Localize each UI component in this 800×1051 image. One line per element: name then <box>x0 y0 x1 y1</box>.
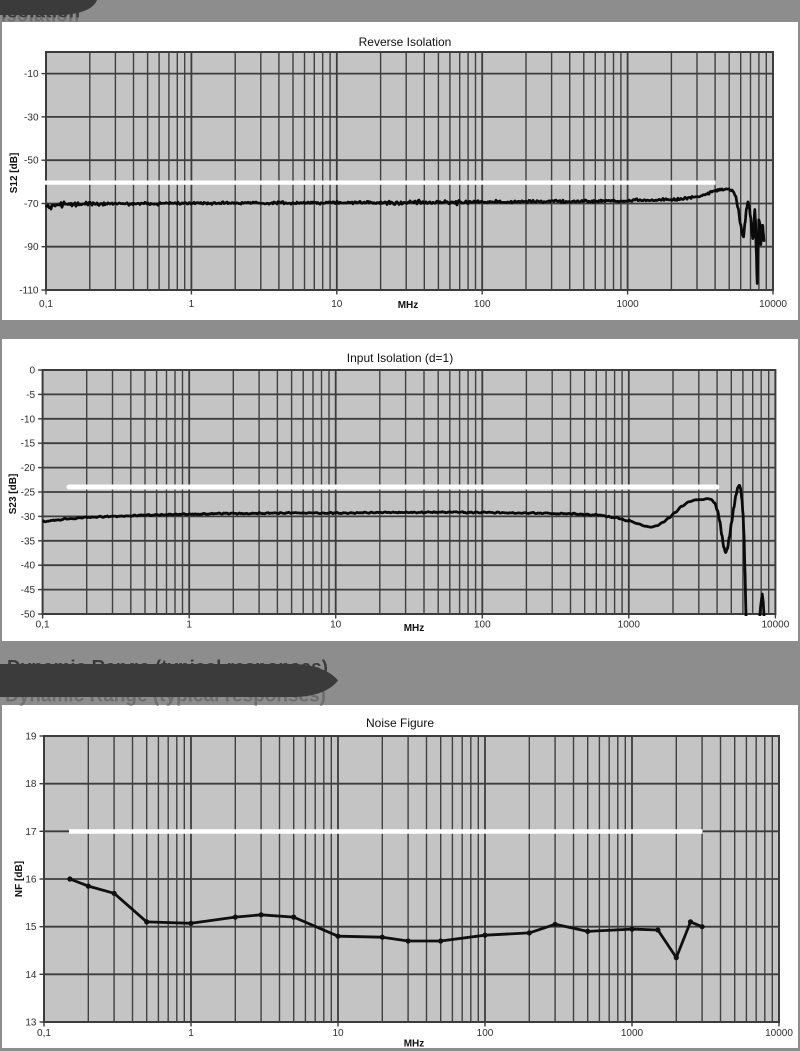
svg-text:-15: -15 <box>21 439 36 450</box>
svg-text:0,1: 0,1 <box>39 299 53 310</box>
svg-text:18: 18 <box>25 779 37 790</box>
svg-text:-25: -25 <box>21 488 36 499</box>
svg-text:-5: -5 <box>26 390 35 401</box>
svg-text:14: 14 <box>25 970 37 981</box>
svg-text:-30: -30 <box>21 512 36 523</box>
svg-text:MHz: MHz <box>404 623 425 634</box>
svg-text:-50: -50 <box>24 156 39 167</box>
svg-text:10: 10 <box>330 620 342 631</box>
svg-text:17: 17 <box>25 827 37 838</box>
svg-text:15: 15 <box>25 922 37 933</box>
svg-text:-50: -50 <box>21 610 36 621</box>
svg-text:0: 0 <box>30 366 36 377</box>
svg-text:Isolation: Isolation <box>2 2 81 22</box>
svg-text:10: 10 <box>332 1028 344 1039</box>
svg-text:10000: 10000 <box>761 620 789 631</box>
svg-text:S23 [dB]: S23 [dB] <box>8 474 19 515</box>
svg-text:1: 1 <box>188 1028 194 1039</box>
svg-text:10000: 10000 <box>759 299 787 310</box>
svg-text:19: 19 <box>25 732 37 743</box>
svg-text:Dynamic Range (typical respons: Dynamic Range (typical responses) <box>7 658 328 679</box>
svg-text:100: 100 <box>474 620 491 631</box>
svg-text:MHz: MHz <box>398 300 419 311</box>
svg-text:0,1: 0,1 <box>36 620 50 631</box>
svg-text:10: 10 <box>331 299 343 310</box>
svg-text:S12 [dB]: S12 [dB] <box>9 153 20 194</box>
svg-text:1000: 1000 <box>621 1028 644 1039</box>
svg-text:-10: -10 <box>21 414 36 425</box>
svg-text:100: 100 <box>474 299 491 310</box>
svg-text:MHz: MHz <box>404 1038 425 1049</box>
svg-text:10000: 10000 <box>765 1028 793 1039</box>
svg-text:1000: 1000 <box>618 620 641 631</box>
svg-text:-30: -30 <box>24 112 39 123</box>
svg-text:-110: -110 <box>19 286 39 297</box>
svg-text:Input Isolation (d=1): Input Isolation (d=1) <box>347 351 453 365</box>
svg-text:100: 100 <box>477 1028 494 1039</box>
svg-text:-45: -45 <box>21 585 36 596</box>
svg-text:16: 16 <box>25 875 37 886</box>
svg-text:Reverse Isolation: Reverse Isolation <box>359 35 452 49</box>
svg-text:Noise Figure: Noise Figure <box>366 716 434 730</box>
svg-text:-20: -20 <box>21 463 36 474</box>
svg-text:-70: -70 <box>24 199 39 210</box>
svg-text:13: 13 <box>25 1018 37 1029</box>
svg-text:-40: -40 <box>21 561 36 572</box>
svg-text:NF [dB]: NF [dB] <box>14 861 25 897</box>
svg-text:1: 1 <box>189 299 195 310</box>
svg-text:1: 1 <box>186 620 192 631</box>
svg-text:1000: 1000 <box>616 299 639 310</box>
svg-text:-10: -10 <box>24 69 39 80</box>
svg-text:-90: -90 <box>24 242 39 253</box>
svg-text:0,1: 0,1 <box>37 1028 51 1039</box>
svg-text:-35: -35 <box>21 536 36 547</box>
